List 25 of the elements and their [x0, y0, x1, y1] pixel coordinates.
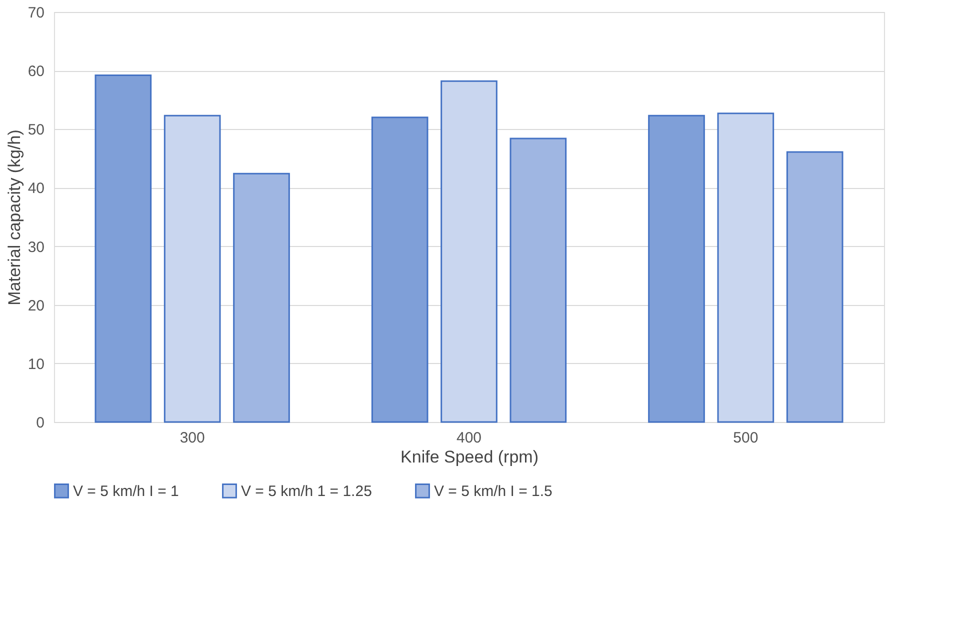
y-tick-label: 70: [28, 4, 44, 22]
bar: [164, 114, 221, 423]
y-tick-label: 10: [28, 356, 44, 373]
x-tick-label: 500: [733, 430, 758, 446]
bar: [786, 151, 844, 423]
legend-label: V = 5 km/h 1 = 1.25: [241, 482, 372, 500]
bar: [94, 74, 152, 423]
bar: [717, 112, 774, 423]
bar: [371, 116, 428, 423]
bar: [648, 114, 705, 423]
bar: [510, 138, 567, 423]
bar: [440, 80, 498, 423]
y-tick-label: 40: [28, 180, 44, 198]
x-tick-label: 400: [456, 430, 482, 446]
y-tick-label: 50: [28, 122, 44, 139]
y-tick-label: 30: [28, 238, 44, 256]
y-tick-label: 20: [28, 297, 44, 314]
x-axis-title: Knife Speed (rpm): [400, 448, 538, 466]
legend-label: V = 5 km/h I = 1.5: [434, 482, 552, 500]
bar: [233, 172, 290, 423]
x-tick-label: 300: [180, 430, 205, 446]
y-tick-label: 0: [36, 414, 44, 432]
legend-label: V = 5 km/h I = 1: [73, 482, 179, 500]
y-tick-label: 60: [28, 63, 44, 80]
y-axis-title: Material capacity (kg/h): [4, 130, 24, 306]
